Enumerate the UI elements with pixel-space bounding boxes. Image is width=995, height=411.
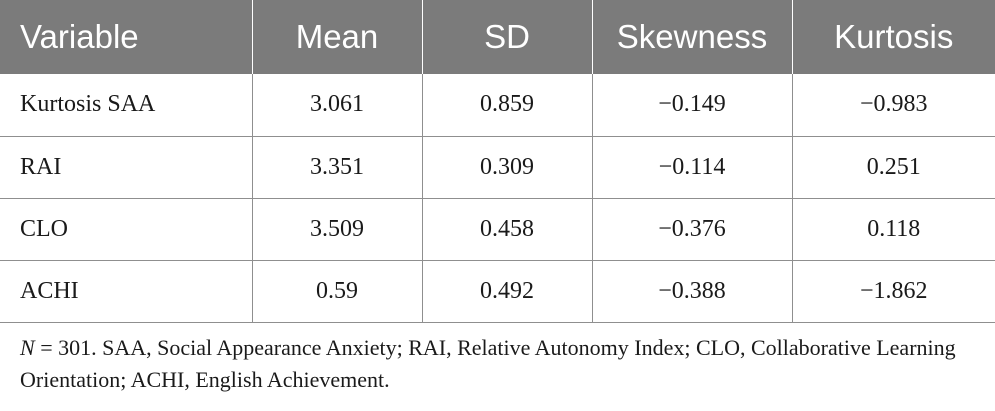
table-row: CLO 3.509 0.458 −0.376 0.118 [0, 198, 995, 260]
cell-sd: 0.859 [421, 74, 592, 136]
cell-sd: 0.492 [421, 260, 592, 322]
header-sd: SD [421, 0, 592, 74]
header-mean: Mean [251, 0, 422, 74]
table-footnote: N = 301. SAA, Social Appearance Anxiety;… [20, 332, 980, 396]
cell-kurtosis: −0.983 [791, 74, 995, 136]
cell-skewness: −0.149 [591, 74, 792, 136]
header-variable: Variable [20, 18, 139, 55]
cell-mean: 3.509 [251, 198, 422, 260]
cell-skewness: −0.114 [591, 136, 792, 198]
table-row: Kurtosis SAA 3.061 0.859 −0.149 −0.983 [0, 74, 995, 136]
cell-variable: Kurtosis SAA [20, 91, 156, 118]
table-header: Variable Mean SD Skewness Kurtosis [0, 0, 995, 74]
cell-skewness: −0.388 [591, 260, 792, 322]
cell-mean: 3.061 [251, 74, 422, 136]
cell-variable: ACHI [20, 277, 79, 304]
cell-kurtosis: −1.862 [791, 260, 995, 322]
descriptive-statistics-table-container: Variable Mean SD Skewness Kurtosis Kurto… [0, 0, 995, 322]
table-row: ACHI 0.59 0.492 −0.388 −1.862 [0, 260, 995, 322]
header-kurtosis: Kurtosis [791, 0, 995, 74]
footnote-n-symbol: N [20, 335, 35, 360]
cell-kurtosis: 0.251 [791, 136, 995, 198]
footnote-text: = 301. SAA, Social Appearance Anxiety; R… [20, 335, 956, 392]
cell-sd: 0.458 [421, 198, 592, 260]
header-row: Variable Mean SD Skewness Kurtosis [0, 0, 995, 74]
cell-sd: 0.309 [421, 136, 592, 198]
table-body: Kurtosis SAA 3.061 0.859 −0.149 −0.983 R… [0, 74, 995, 322]
cell-variable: CLO [20, 215, 68, 242]
table-row: RAI 3.351 0.309 −0.114 0.251 [0, 136, 995, 198]
cell-kurtosis: 0.118 [791, 198, 995, 260]
cell-mean: 3.351 [251, 136, 422, 198]
cell-variable: RAI [20, 153, 62, 180]
header-skewness: Skewness [591, 0, 792, 74]
descriptive-statistics-table: Variable Mean SD Skewness Kurtosis Kurto… [0, 0, 995, 322]
cell-skewness: −0.376 [591, 198, 792, 260]
cell-mean: 0.59 [251, 260, 422, 322]
